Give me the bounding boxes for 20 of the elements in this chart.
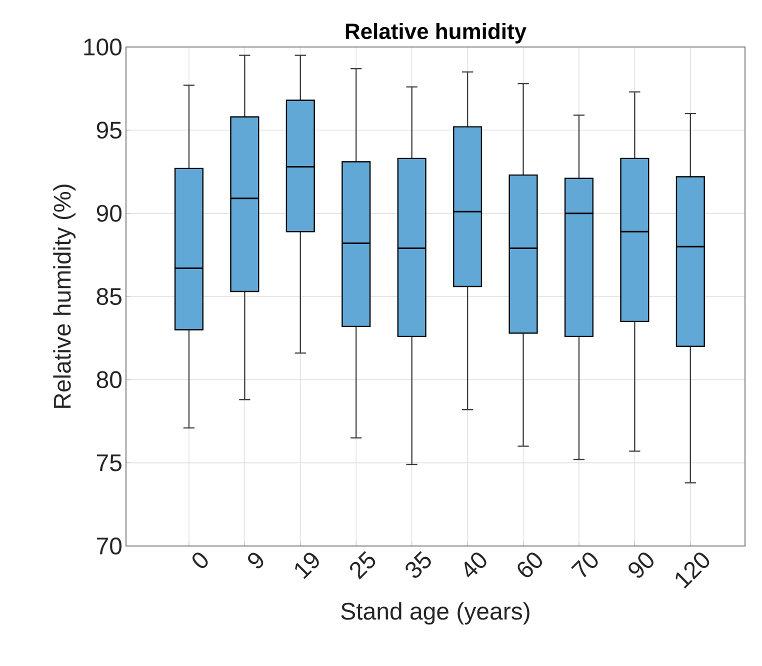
chart-title: Relative humidity [346,22,526,44]
x-tick-label: 120 [676,552,710,588]
x-tick-label: 19 [295,552,319,580]
y-tick-label: 80 [96,371,122,388]
y-tick-label: 90 [96,204,122,222]
x-tick-label: 9 [248,552,264,568]
x-tick-label: 40 [464,552,486,578]
y-axis-title: Relative humidity (%) [53,184,76,408]
x-tick-label: 60 [518,552,542,578]
x-tick-label: 0 [192,552,208,568]
y-tick-label: 95 [96,122,122,139]
x-axis-title: Stand age (years) [341,602,530,625]
y-tick-label: 100 [84,38,122,56]
y-tick-label: 85 [96,288,122,305]
x-tick-label: 90 [628,552,654,578]
y-tick-label: 75 [96,454,122,472]
x-tick-label: 70 [571,552,598,578]
x-tick-label: 35 [406,551,431,578]
x-tick-label: 25 [350,551,376,580]
y-tick-label: 70 [96,538,122,554]
